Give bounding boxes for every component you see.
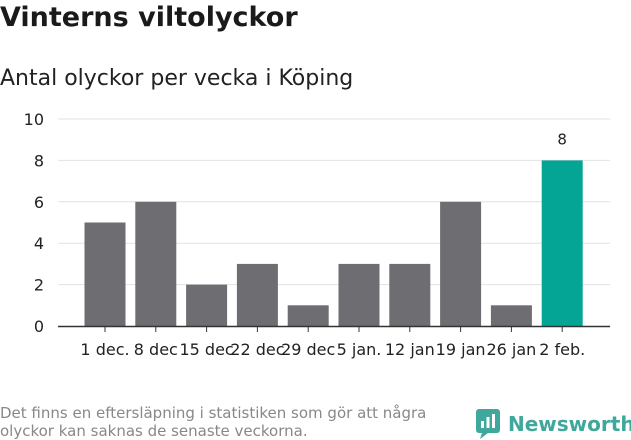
x-tick-label: 12 jan bbox=[385, 340, 435, 359]
x-tick-label: 5 jan. bbox=[337, 340, 382, 359]
bar bbox=[186, 284, 228, 326]
bar bbox=[440, 201, 482, 326]
y-tick-label: 10 bbox=[24, 110, 44, 129]
bar-data-label: 8 bbox=[557, 130, 567, 148]
brand-name: Newsworthy bbox=[508, 412, 631, 436]
bar bbox=[236, 263, 278, 326]
y-tick-label: 4 bbox=[34, 234, 44, 253]
chart-subtitle: Antal olyckor per vecka i Köping bbox=[0, 66, 354, 91]
x-tick-label: 29 dec bbox=[281, 340, 335, 359]
y-tick-label: 0 bbox=[34, 317, 44, 336]
x-tick-label: 2 feb. bbox=[539, 340, 585, 359]
bar bbox=[135, 201, 177, 326]
chart-title: Vinterns viltolyckor bbox=[0, 2, 298, 33]
bar bbox=[490, 305, 532, 326]
bar bbox=[338, 263, 380, 326]
bar bbox=[84, 222, 126, 326]
y-tick-label: 6 bbox=[34, 193, 44, 212]
x-tick-label: 26 jan bbox=[486, 340, 536, 359]
y-tick-label: 2 bbox=[34, 276, 44, 295]
x-tick-label: 1 dec. bbox=[80, 340, 129, 359]
footnote: Det finns en eftersläpning i statistiken… bbox=[0, 404, 427, 440]
x-tick-label: 15 dec bbox=[179, 340, 233, 359]
y-tick-label: 8 bbox=[34, 151, 44, 170]
bar bbox=[389, 263, 431, 326]
bar bbox=[287, 305, 329, 326]
x-tick-label: 19 jan bbox=[436, 340, 486, 359]
bar bbox=[541, 160, 583, 326]
x-tick-label: 22 dec bbox=[230, 340, 284, 359]
brand: Newsworthy bbox=[476, 408, 631, 440]
newsworthy-logo-icon bbox=[476, 409, 500, 439]
x-tick-label: 8 dec bbox=[134, 340, 178, 359]
